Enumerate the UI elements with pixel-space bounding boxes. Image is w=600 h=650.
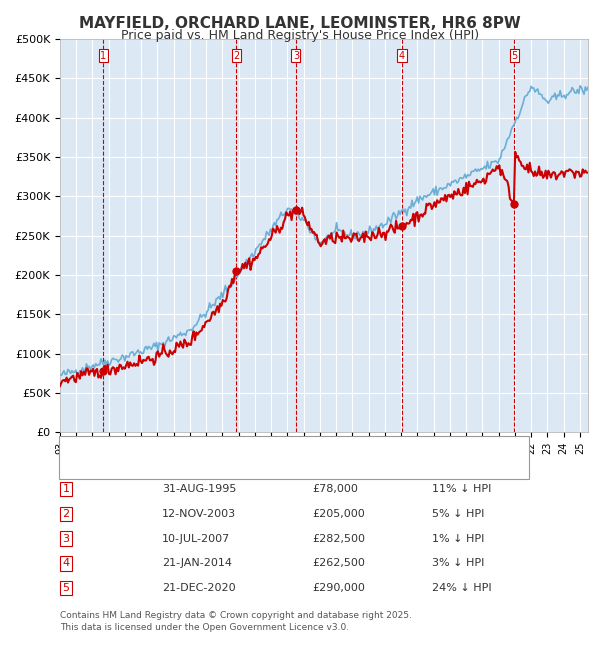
Text: 3: 3 — [293, 51, 299, 61]
Text: £78,000: £78,000 — [312, 484, 358, 494]
Text: 11% ↓ HPI: 11% ↓ HPI — [432, 484, 491, 494]
Text: 24% ↓ HPI: 24% ↓ HPI — [432, 583, 491, 593]
Text: 2: 2 — [233, 51, 239, 61]
Text: MAYFIELD, ORCHARD LANE, LEOMINSTER, HR6 8PW (detached house): MAYFIELD, ORCHARD LANE, LEOMINSTER, HR6 … — [105, 440, 448, 450]
Text: 1: 1 — [100, 51, 106, 61]
Text: 3% ↓ HPI: 3% ↓ HPI — [432, 558, 484, 568]
Text: MAYFIELD, ORCHARD LANE, LEOMINSTER, HR6 8PW: MAYFIELD, ORCHARD LANE, LEOMINSTER, HR6 … — [79, 16, 521, 31]
Text: 21-DEC-2020: 21-DEC-2020 — [162, 583, 236, 593]
Text: £205,000: £205,000 — [312, 509, 365, 519]
Text: 5: 5 — [62, 583, 70, 593]
Text: 31-AUG-1995: 31-AUG-1995 — [162, 484, 236, 494]
Text: ────: ──── — [72, 440, 99, 450]
Text: 1: 1 — [62, 484, 70, 494]
Text: 3: 3 — [62, 534, 70, 543]
Text: HPI: Average price, detached house, Herefordshire: HPI: Average price, detached house, Here… — [105, 456, 352, 466]
Text: 4: 4 — [399, 51, 405, 61]
Text: 4: 4 — [62, 558, 70, 568]
Text: Price paid vs. HM Land Registry's House Price Index (HPI): Price paid vs. HM Land Registry's House … — [121, 29, 479, 42]
Text: £282,500: £282,500 — [312, 534, 365, 543]
Text: 10-JUL-2007: 10-JUL-2007 — [162, 534, 230, 543]
Text: 1% ↓ HPI: 1% ↓ HPI — [432, 534, 484, 543]
Text: £290,000: £290,000 — [312, 583, 365, 593]
Text: 5: 5 — [511, 51, 518, 61]
Text: £262,500: £262,500 — [312, 558, 365, 568]
Text: 21-JAN-2014: 21-JAN-2014 — [162, 558, 232, 568]
Text: 5% ↓ HPI: 5% ↓ HPI — [432, 509, 484, 519]
Text: ────: ──── — [72, 456, 99, 466]
Text: 2: 2 — [62, 509, 70, 519]
Text: 12-NOV-2003: 12-NOV-2003 — [162, 509, 236, 519]
Text: Contains HM Land Registry data © Crown copyright and database right 2025.
This d: Contains HM Land Registry data © Crown c… — [60, 611, 412, 632]
